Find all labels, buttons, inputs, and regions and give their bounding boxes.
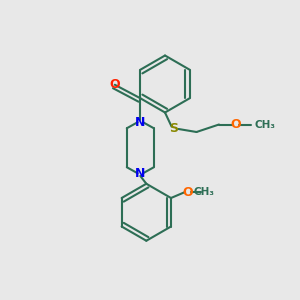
Text: S: S	[169, 122, 178, 136]
Text: CH₃: CH₃	[194, 187, 214, 197]
Text: O: O	[230, 118, 241, 131]
Text: N: N	[135, 116, 146, 129]
Text: CH₃: CH₃	[254, 119, 275, 130]
Text: N: N	[135, 167, 146, 180]
Text: O: O	[182, 185, 193, 199]
Text: O: O	[110, 78, 120, 91]
